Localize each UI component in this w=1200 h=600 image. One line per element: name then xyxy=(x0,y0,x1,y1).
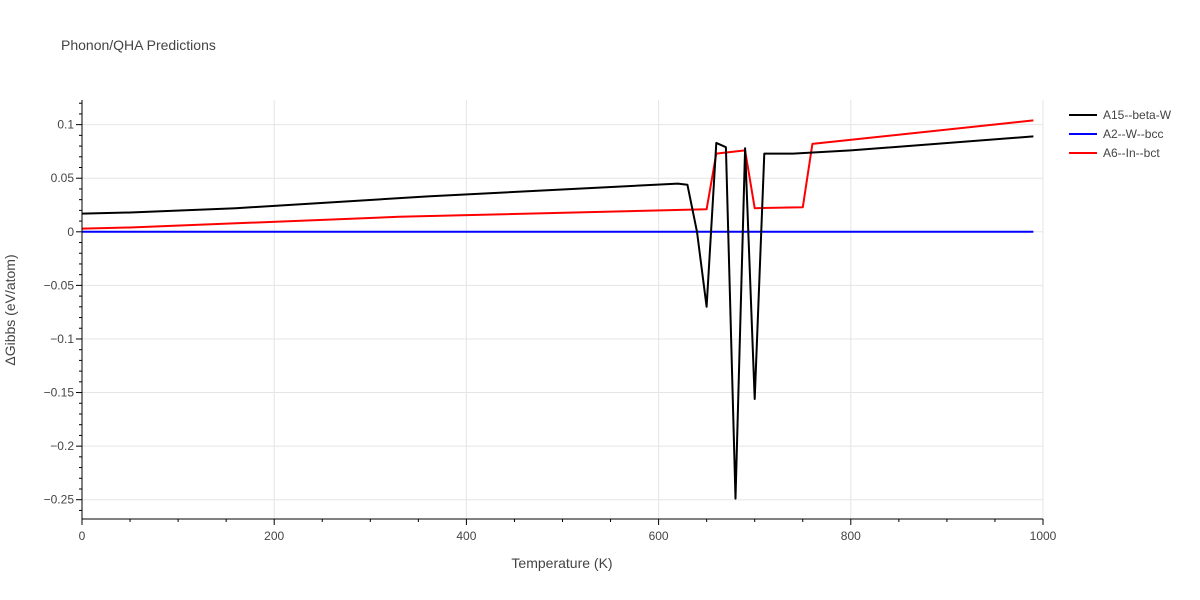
y-tick-label: −0.25 xyxy=(44,493,75,507)
grid xyxy=(82,100,1044,519)
x-tick-label: 0 xyxy=(79,529,86,543)
x-axis-title: Temperature (K) xyxy=(511,555,612,571)
legend-item[interactable]: A15--beta-W xyxy=(1069,108,1172,122)
y-axis-title: ΔGibbs (eV/atom) xyxy=(2,254,18,365)
legend-label: A6--In--bct xyxy=(1103,146,1160,160)
y-tick-label: −0.15 xyxy=(44,386,75,400)
legend-label: A15--beta-W xyxy=(1103,108,1172,122)
x-tick-label: 1000 xyxy=(1030,529,1057,543)
y-tick-label: 0 xyxy=(67,225,74,239)
x-tick-label: 200 xyxy=(264,529,284,543)
legend-label: A2--W--bcc xyxy=(1103,127,1163,141)
x-tick-label: 400 xyxy=(456,529,476,543)
legend[interactable]: A15--beta-W A2--W--bcc A6--In--bct xyxy=(1069,108,1172,160)
x-tick-label: 800 xyxy=(841,529,861,543)
chart-title: Phonon/QHA Predictions xyxy=(61,37,216,53)
y-tick-label: 0.05 xyxy=(51,171,75,185)
y-tick-label: −0.2 xyxy=(50,439,74,453)
y-tick-label: −0.1 xyxy=(50,332,74,346)
legend-item[interactable]: A6--In--bct xyxy=(1069,146,1160,160)
legend-item[interactable]: A2--W--bcc xyxy=(1069,127,1163,141)
y-tick-label: −0.05 xyxy=(44,278,75,292)
series-layer xyxy=(81,119,1034,500)
x-tick-label: 600 xyxy=(649,529,669,543)
series-line-A6--In--bct[interactable] xyxy=(81,119,1034,230)
series-line-A15--beta-W[interactable] xyxy=(81,135,1034,500)
y-tick-label: 0.1 xyxy=(57,118,74,132)
axes: 0 200 400 600 800 1000 −0.25 −0.2 −0.15 −0.1 −0.05… xyxy=(44,100,1057,543)
